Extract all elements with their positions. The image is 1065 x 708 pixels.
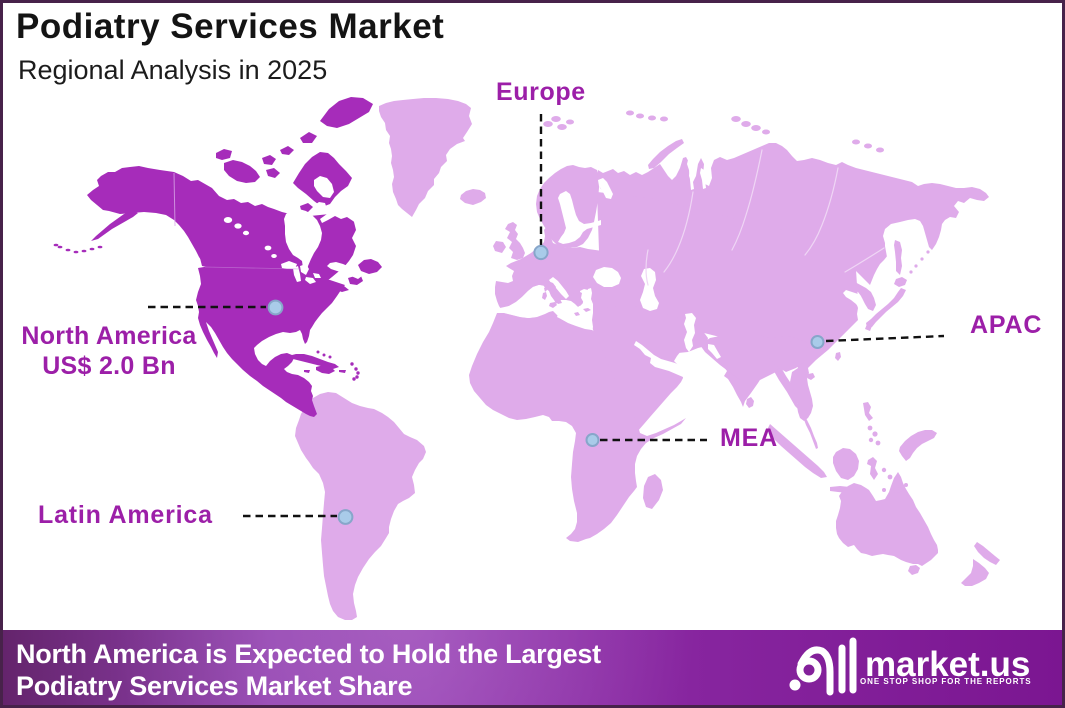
svg-text:ONE STOP SHOP FOR THE REPORTS: ONE STOP SHOP FOR THE REPORTS (860, 677, 1032, 686)
svg-text:market.us: market.us (865, 645, 1030, 684)
